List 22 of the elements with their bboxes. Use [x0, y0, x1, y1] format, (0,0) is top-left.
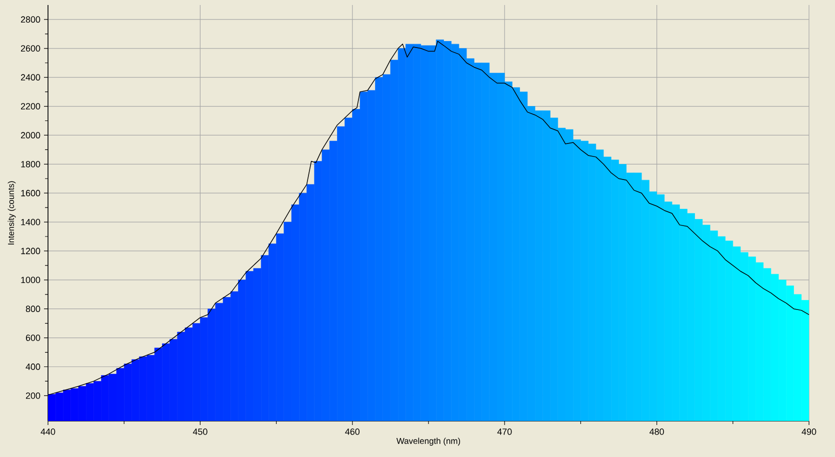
x-tick-label: 460 [345, 428, 360, 435]
y-tick-label: 1400 [21, 218, 40, 226]
y-tick-label: 2200 [20, 103, 40, 110]
y-tick-label: 400 [26, 364, 40, 370]
y-tick-label: 1600 [21, 190, 40, 196]
y-tick-label: 200 [26, 392, 40, 399]
x-tick-label: 470 [497, 428, 512, 435]
x-tick-label: 490 [802, 428, 816, 435]
x-axis-title: Wavelength (nm) [396, 438, 460, 446]
y-tick-label: 800 [26, 306, 40, 312]
y-tick-label: 600 [26, 334, 40, 341]
y-tick-label: 1000 [21, 276, 40, 284]
x-tick-label: 480 [650, 428, 664, 435]
y-tick-label: 2000 [20, 132, 40, 138]
x-tick-label: 450 [192, 428, 208, 435]
y-tick-label: 2800 [20, 16, 40, 23]
y-tick-label: 2600 [20, 45, 40, 52]
y-tick-label: 1200 [21, 248, 40, 254]
x-tick-label: 440 [40, 428, 56, 435]
y-tick-label: 1800 [21, 160, 40, 168]
y-tick-label: 2400 [20, 74, 40, 81]
y-axis-title: Intensity (counts) [8, 181, 16, 244]
